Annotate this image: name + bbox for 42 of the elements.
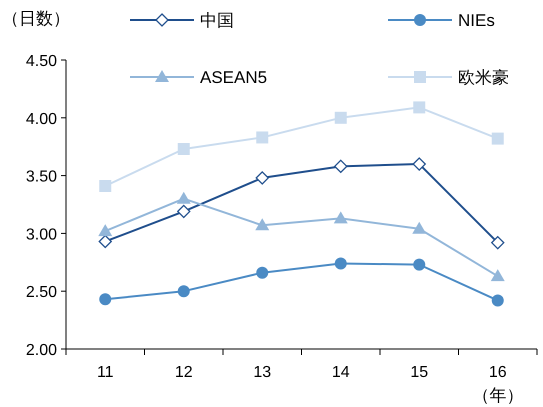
point <box>490 269 505 282</box>
legend-label: 中国 <box>200 11 234 30</box>
ytick: 2.00 <box>26 342 57 359</box>
point <box>491 236 504 250</box>
xlabel: （年） <box>472 386 524 405</box>
ytick: 4.50 <box>26 53 57 70</box>
xtick: 13 <box>253 364 272 381</box>
point <box>412 157 426 171</box>
xtick: 14 <box>332 364 350 381</box>
point <box>99 293 112 306</box>
xtick: 12 <box>174 364 193 381</box>
point <box>492 294 504 306</box>
point <box>177 204 190 218</box>
point <box>412 222 426 234</box>
point <box>255 218 270 230</box>
point <box>99 180 112 192</box>
xtick: 11 <box>96 364 114 381</box>
point <box>492 132 504 145</box>
ylabel: （日数） <box>2 9 70 28</box>
legend-label: ASEAN5 <box>200 68 268 87</box>
point <box>178 143 190 156</box>
point <box>176 192 191 204</box>
point <box>413 101 426 114</box>
point <box>98 224 112 236</box>
point <box>413 258 426 271</box>
legend-label: 欧米豪 <box>458 68 509 87</box>
ytick: 2.50 <box>26 284 57 302</box>
point <box>334 211 348 224</box>
point <box>334 257 347 270</box>
point <box>334 112 347 124</box>
point <box>334 160 348 173</box>
xtick: 16 <box>488 364 507 381</box>
xtick: 15 <box>410 364 428 381</box>
ytick: 3.00 <box>26 226 57 244</box>
point <box>256 171 269 185</box>
point <box>178 285 190 298</box>
ytick: 4.00 <box>26 110 57 128</box>
point <box>256 131 268 144</box>
point <box>98 234 112 248</box>
ytick: 3.50 <box>26 168 57 186</box>
point <box>256 266 268 279</box>
legend-label: NIEs <box>458 11 495 30</box>
